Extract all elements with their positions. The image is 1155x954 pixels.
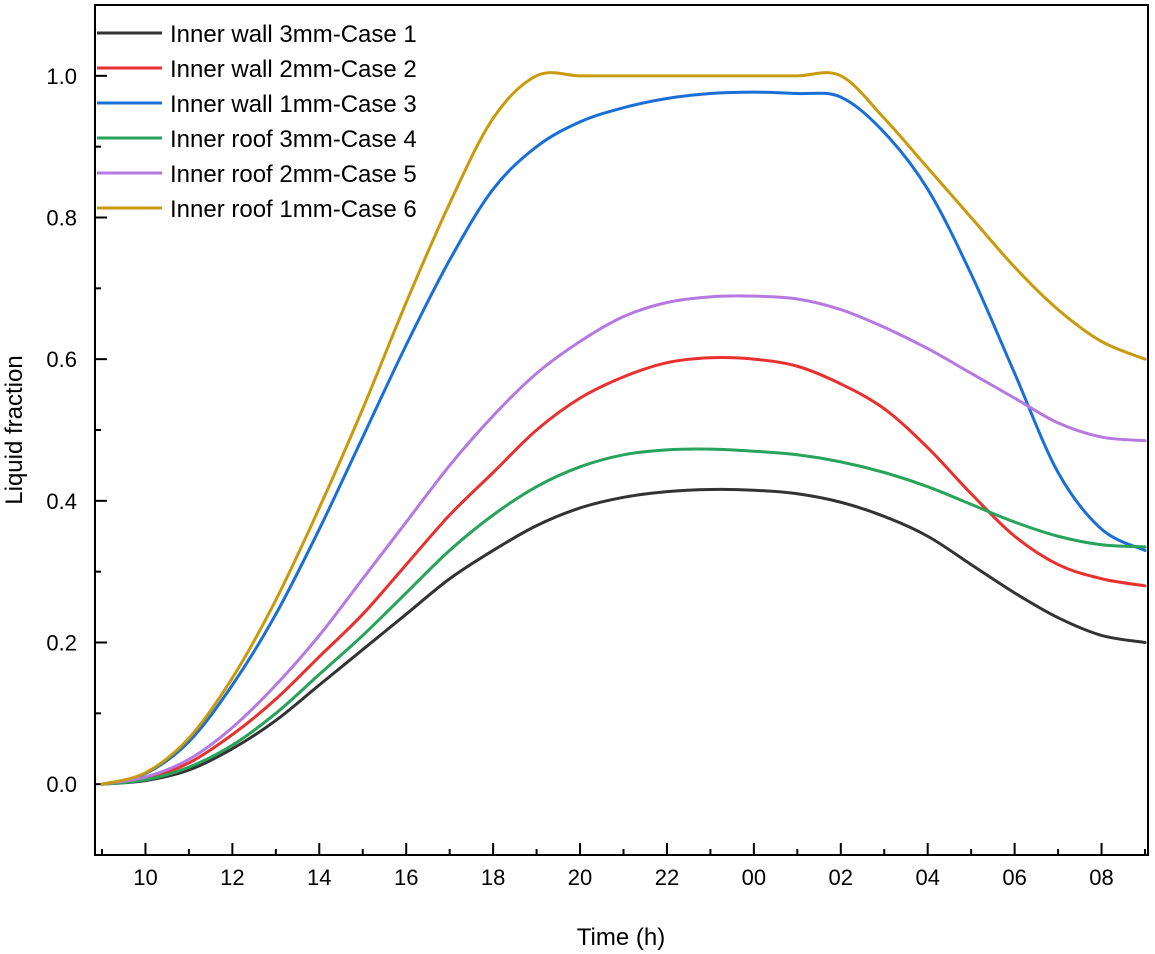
- legend-label: Inner wall 1mm-Case 3: [170, 91, 417, 118]
- x-tick-label: 14: [307, 865, 331, 890]
- y-tick-label: 0.8: [46, 206, 77, 231]
- y-tick-label: 0.2: [46, 631, 77, 656]
- y-axis-title: Liquid fraction: [1, 355, 28, 504]
- x-tick-label: 10: [133, 865, 157, 890]
- series-line: [100, 294, 1147, 786]
- y-tick-label: 0.4: [46, 489, 77, 514]
- legend-label: Inner wall 2mm-Case 2: [170, 56, 417, 83]
- x-tick-label: 22: [655, 865, 679, 890]
- x-tick-label: 02: [829, 865, 853, 890]
- x-axis-title: Time (h): [577, 924, 665, 951]
- series-line: [100, 71, 1147, 786]
- y-axis: 0.0 0.2 0.4 0.6 0.8 1.0: [46, 4, 107, 856]
- x-tick-label: 16: [394, 865, 418, 890]
- x-tick-label: 04: [915, 865, 939, 890]
- legend-label: Inner roof 1mm-Case 6: [170, 196, 417, 223]
- legend: Inner wall 3mm-Case 1 Inner wall 2mm-Case…: [97, 21, 417, 223]
- series-line: [100, 90, 1147, 786]
- legend-label: Inner roof 3mm-Case 4: [170, 126, 417, 153]
- y-tick-label: 0.0: [46, 772, 77, 797]
- series-group: [100, 71, 1147, 786]
- y-tick-label: 0.6: [46, 347, 77, 372]
- x-tick-label: 18: [481, 865, 505, 890]
- legend-label: Inner wall 3mm-Case 1: [170, 21, 417, 48]
- y-tick-label: 1.0: [46, 64, 77, 89]
- x-tick-label: 12: [220, 865, 244, 890]
- x-tick-label: 00: [742, 865, 766, 890]
- x-tick-label: 06: [1002, 865, 1026, 890]
- x-tick-label: 20: [568, 865, 592, 890]
- series-line: [100, 447, 1147, 786]
- x-tick-label: 08: [1089, 865, 1113, 890]
- x-axis: 10 12 14 16 18 20 22 00 02 04 06 08: [101, 843, 1146, 890]
- series-line: [100, 487, 1147, 786]
- series-line: [100, 356, 1147, 786]
- legend-label: Inner roof 2mm-Case 5: [170, 161, 417, 188]
